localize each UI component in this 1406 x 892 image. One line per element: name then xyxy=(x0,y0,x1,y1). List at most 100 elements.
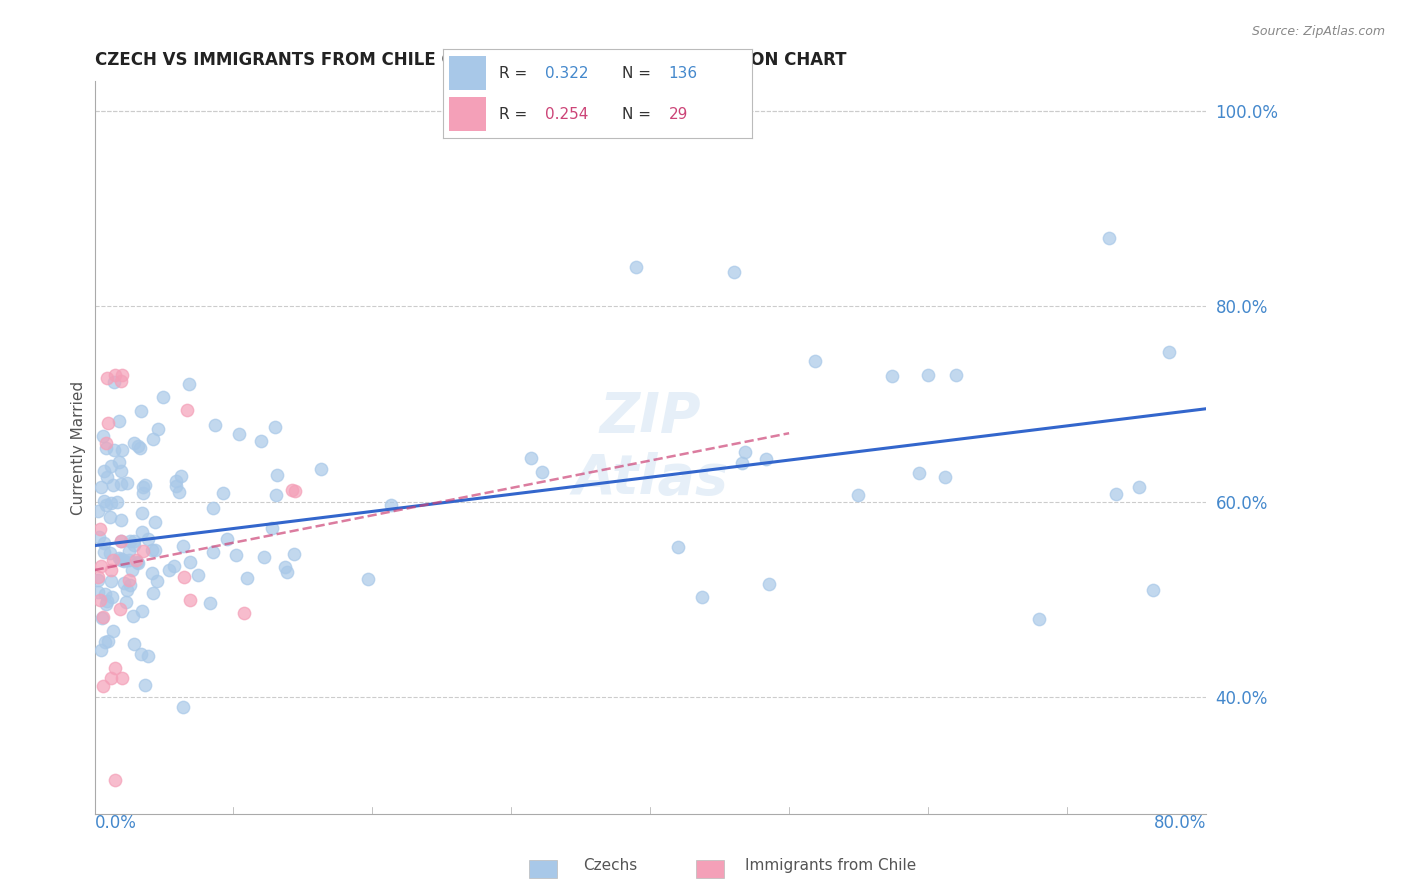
Czechs xyxy=(165,478,187,492)
Immigrants from Chile xyxy=(91,679,114,693)
Czechs xyxy=(217,533,239,547)
Czechs xyxy=(124,534,146,549)
Immigrants from Chile xyxy=(108,602,131,616)
Bar xyxy=(449,97,486,131)
Czechs xyxy=(86,504,108,518)
Czechs xyxy=(1159,345,1181,359)
Czechs xyxy=(134,678,156,692)
Czechs xyxy=(908,466,931,480)
Text: 0.254: 0.254 xyxy=(546,107,588,121)
Immigrants from Chile xyxy=(100,563,122,577)
Czechs xyxy=(93,493,115,508)
Czechs xyxy=(110,464,132,478)
Immigrants from Chile xyxy=(176,403,198,417)
Czechs xyxy=(96,598,118,612)
Czechs xyxy=(131,480,153,494)
Czechs xyxy=(98,546,121,560)
Czechs xyxy=(87,573,110,587)
Czechs xyxy=(626,260,648,274)
Czechs xyxy=(723,265,745,279)
Czechs xyxy=(187,568,209,582)
Czechs xyxy=(212,485,235,500)
Czechs xyxy=(142,432,165,446)
Czechs xyxy=(141,543,163,558)
Czechs xyxy=(266,468,288,483)
Czechs xyxy=(129,404,152,418)
Czechs xyxy=(264,488,287,502)
Czechs xyxy=(93,545,115,559)
Czechs xyxy=(122,436,145,450)
Czechs xyxy=(152,390,174,404)
Czechs xyxy=(97,634,120,648)
Text: Czechs: Czechs xyxy=(583,858,638,872)
Czechs xyxy=(172,539,194,553)
Czechs xyxy=(127,439,149,453)
Czechs xyxy=(112,552,135,566)
Immigrants from Chile xyxy=(89,522,111,536)
Czechs xyxy=(101,591,124,605)
Czechs xyxy=(132,485,155,500)
Czechs xyxy=(115,595,138,609)
Immigrants from Chile xyxy=(111,368,134,382)
Czechs xyxy=(96,470,118,484)
Czechs xyxy=(157,562,180,576)
Czechs xyxy=(100,459,122,474)
Immigrants from Chile xyxy=(89,593,111,607)
Czechs xyxy=(204,418,226,433)
Czechs xyxy=(276,565,298,579)
Czechs xyxy=(131,604,153,618)
Czechs xyxy=(690,590,713,604)
Text: 80.0%: 80.0% xyxy=(1153,814,1206,832)
Immigrants from Chile xyxy=(87,570,110,584)
Czechs xyxy=(202,501,225,516)
Czechs xyxy=(121,563,143,577)
Czechs xyxy=(100,509,122,524)
Czechs xyxy=(118,544,141,558)
Czechs xyxy=(758,577,780,591)
Czechs xyxy=(730,456,752,470)
Czechs xyxy=(934,469,956,483)
Text: N =: N = xyxy=(623,66,657,80)
Czechs xyxy=(380,498,402,512)
Czechs xyxy=(228,427,250,442)
Bar xyxy=(449,56,486,90)
Czechs xyxy=(666,540,689,554)
Czechs xyxy=(120,534,142,549)
Immigrants from Chile xyxy=(179,593,201,607)
Immigrants from Chile xyxy=(111,671,134,685)
Czechs xyxy=(118,578,141,592)
Czechs xyxy=(357,572,380,586)
Immigrants from Chile xyxy=(104,368,127,382)
Czechs xyxy=(804,354,827,368)
Text: CZECH VS IMMIGRANTS FROM CHILE CURRENTLY MARRIED CORRELATION CHART: CZECH VS IMMIGRANTS FROM CHILE CURRENTLY… xyxy=(94,51,846,69)
Czechs xyxy=(142,585,165,599)
Czechs xyxy=(136,533,159,547)
Czechs xyxy=(103,477,125,491)
Text: 0.0%: 0.0% xyxy=(94,814,136,832)
Czechs xyxy=(165,474,187,488)
Czechs xyxy=(100,574,122,588)
Czechs xyxy=(264,420,287,434)
Czechs xyxy=(311,462,333,476)
Immigrants from Chile xyxy=(96,371,118,385)
Czechs xyxy=(283,547,305,561)
Czechs xyxy=(252,549,274,564)
Czechs xyxy=(129,647,152,661)
Czechs xyxy=(96,441,118,455)
Czechs xyxy=(93,587,115,601)
Czechs xyxy=(202,545,225,559)
Czechs xyxy=(90,643,112,657)
Czechs xyxy=(108,414,131,428)
Czechs xyxy=(172,700,194,714)
Text: Source: ZipAtlas.com: Source: ZipAtlas.com xyxy=(1251,25,1385,38)
Czechs xyxy=(848,488,870,502)
Czechs xyxy=(89,529,111,543)
Czechs xyxy=(103,442,125,457)
Czechs xyxy=(1142,582,1164,597)
Czechs xyxy=(122,638,145,652)
Czechs xyxy=(236,571,259,585)
Czechs xyxy=(530,466,553,480)
Czechs xyxy=(145,574,167,588)
Immigrants from Chile xyxy=(104,661,127,675)
Y-axis label: Currently Married: Currently Married xyxy=(72,381,86,515)
